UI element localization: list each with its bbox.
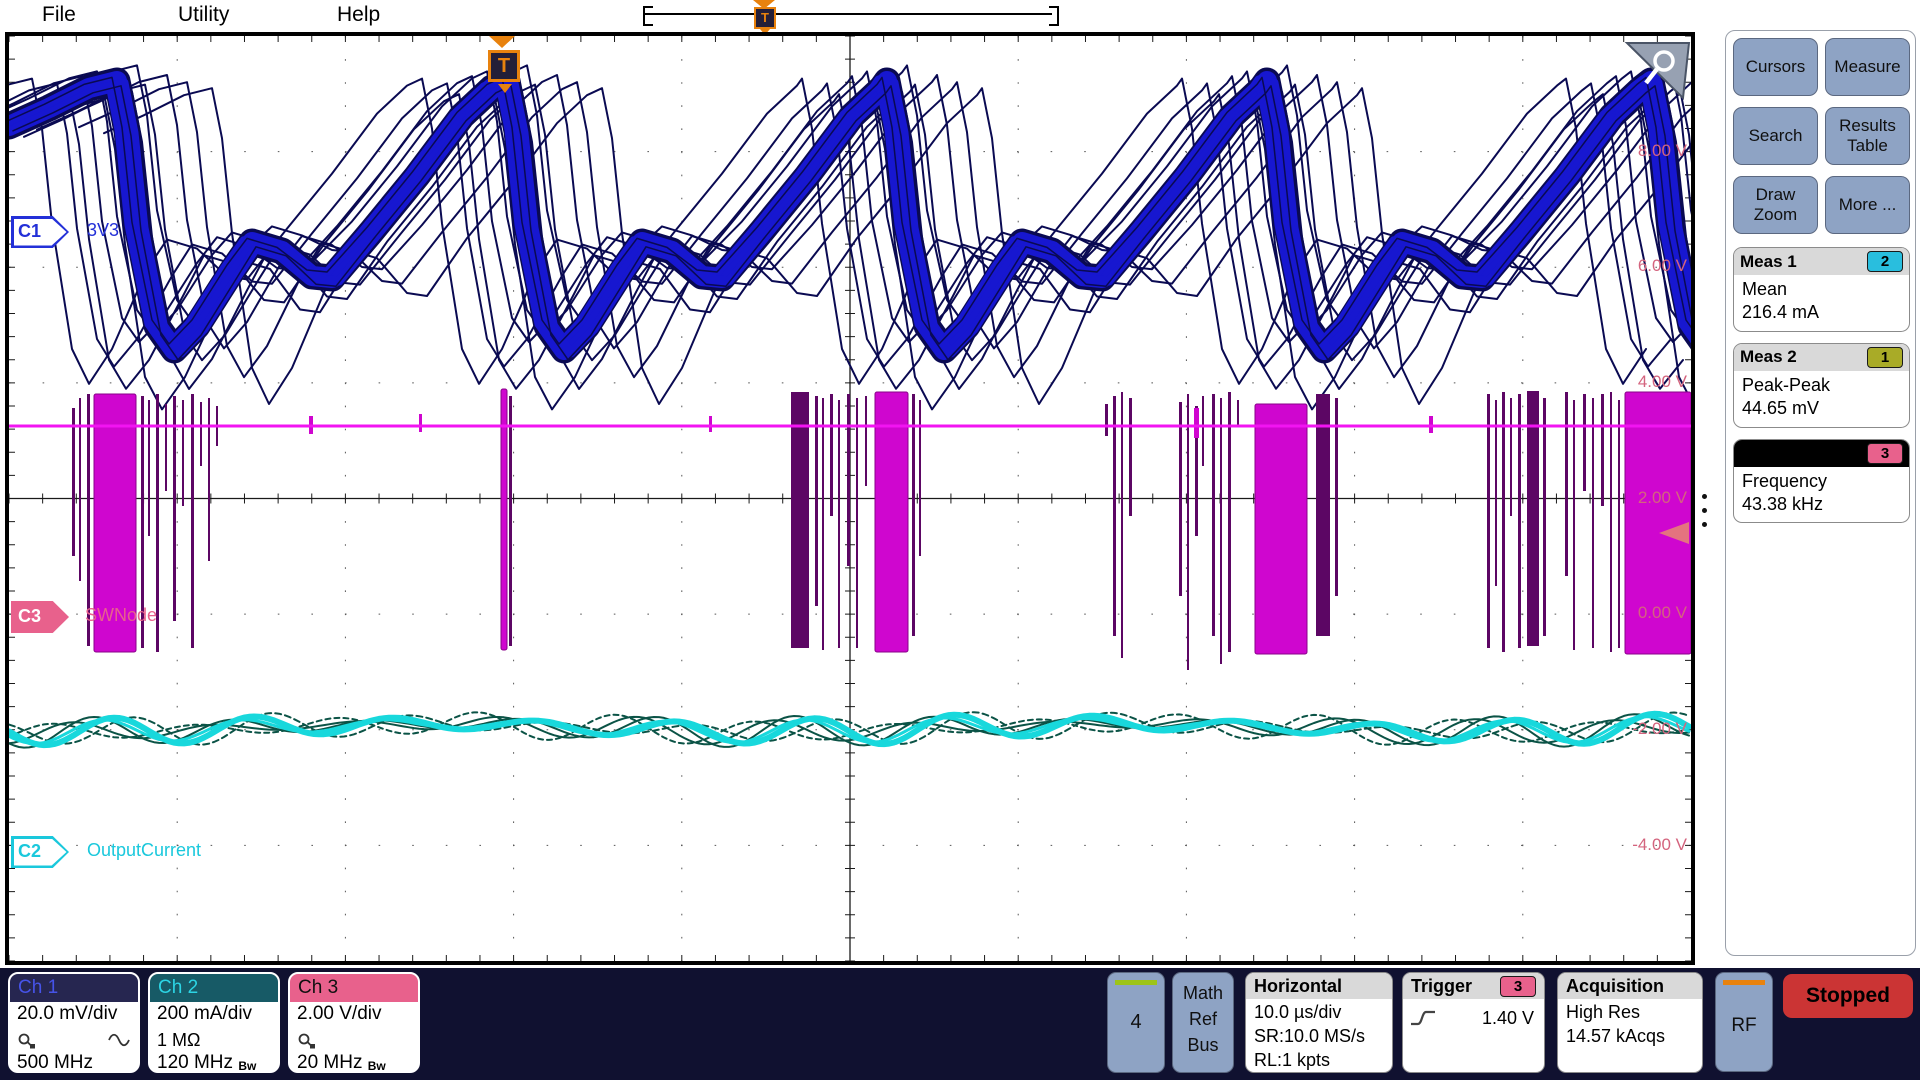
waveform-label-3v3: 3V3: [87, 220, 120, 240]
meas1-title: Meas 1: [1740, 251, 1797, 271]
timeline-trigger-marker[interactable]: T: [754, 7, 776, 29]
axis-label-8v: 8.00 V: [1637, 141, 1687, 160]
channel-tag-c3[interactable]: C3: [11, 601, 69, 633]
run-stop-status-button[interactable]: Stopped: [1783, 974, 1913, 1018]
meas1-source-badge: 2: [1867, 251, 1903, 272]
trigger-level: 1.40 V: [1481, 1007, 1534, 1028]
cursors-button[interactable]: Cursors: [1733, 38, 1818, 96]
channel2-bandwidth: 120 MHz: [157, 1052, 234, 1073]
math-ref-bus-button[interactable]: Math Ref Bus: [1172, 972, 1234, 1073]
channel3-bw-limit-icon: Bw: [367, 1059, 386, 1073]
channel1-scale: 20.0 mV/div: [17, 1003, 118, 1024]
horizontal-scale: 10.0 µs/div: [1254, 1002, 1342, 1022]
rf-button[interactable]: RF: [1715, 972, 1773, 1072]
channel4-color-line: [1115, 980, 1157, 985]
timeline-left-bracket: [643, 6, 653, 26]
channel3-label: Ch 3: [290, 974, 418, 1002]
trigger-position-arrow-icon[interactable]: [489, 36, 515, 48]
acquisition-timeline: [645, 13, 1052, 15]
results-table-button[interactable]: Results Table: [1825, 107, 1910, 165]
axis-label-6v: 6.00 V: [1637, 256, 1687, 275]
axis-label-n2v: -2.00 V: [1632, 719, 1687, 738]
measurement-card-1[interactable]: Meas 1 2 Mean 216.4 mA: [1733, 247, 1910, 332]
menu-file[interactable]: File: [42, 3, 76, 26]
channel3-scale: 2.00 V/div: [297, 1003, 382, 1024]
meas3-source-badge: 3: [1867, 442, 1903, 464]
search-button[interactable]: Search: [1733, 107, 1818, 165]
channel2-impedance: 1 MΩ: [157, 1029, 201, 1050]
meas1-type: Mean: [1742, 279, 1788, 299]
waveform-label-outputcurrent: OutputCurrent: [87, 840, 202, 860]
axis-label-2v: 2.00 V: [1637, 488, 1687, 507]
draw-zoom-button[interactable]: Draw Zoom: [1733, 176, 1818, 234]
waveform-display[interactable]: 8.00 V 6.00 V 4.00 V 2.00 V 0.00 V -2.00…: [5, 32, 1695, 965]
waveform-svg: [9, 36, 1691, 961]
channel1-bandwidth: 500 MHz: [17, 1052, 94, 1073]
menu-bar: File Utility Help T: [0, 0, 1920, 35]
meas3-value: 43.38 kHz: [1742, 493, 1824, 514]
channel-tag-c2[interactable]: C2: [11, 836, 69, 868]
add-channel4-button[interactable]: 4: [1107, 972, 1165, 1073]
probe-icon: [18, 1033, 35, 1048]
trigger-title: Trigger: [1411, 976, 1473, 996]
ac-sine-icon: [108, 1033, 130, 1047]
waveform-label-swnode: SWNode: [85, 605, 158, 625]
probe-icon: [298, 1033, 315, 1048]
right-panel: Cursors Measure Search Results Table Dra…: [1725, 30, 1916, 956]
timeline-trigger-arrow-icon[interactable]: [753, 0, 775, 9]
axis-label-n4v: -4.00 V: [1632, 835, 1687, 854]
channel2-scale: 200 mA/div: [157, 1003, 253, 1024]
meas1-value: 216.4 mA: [1742, 302, 1820, 323]
measure-button[interactable]: Measure: [1825, 38, 1910, 96]
rf-color-line: [1723, 980, 1765, 985]
horizontal-sample-rate: SR:10.0 MS/s: [1254, 1025, 1366, 1046]
measurement-card-3[interactable]: 3 Frequency 43.38 kHz: [1733, 438, 1910, 524]
bottom-bar: Ch 1 20.0 mV/div 500 MHz Ch 2 200 mA/div…: [0, 968, 1920, 1080]
acquisition-count: 14.57 kAcqs: [1566, 1025, 1666, 1046]
menu-utility[interactable]: Utility: [178, 3, 230, 26]
channel1-label: Ch 1: [10, 974, 138, 1002]
meas2-title: Meas 2: [1740, 347, 1797, 367]
trigger-level-arrow-icon[interactable]: [1659, 522, 1689, 544]
channel2-label: Ch 2: [150, 974, 278, 1002]
channel1-badge[interactable]: Ch 1 20.0 mV/div 500 MHz: [8, 972, 140, 1073]
menu-help[interactable]: Help: [337, 3, 381, 26]
trigger-position-marker[interactable]: T: [488, 50, 520, 82]
panel-drag-handle[interactable]: [1702, 494, 1710, 536]
axis-label-4v: 4.00 V: [1637, 372, 1687, 391]
trigger-panel[interactable]: Trigger 3 1.40 V: [1402, 972, 1545, 1073]
meas3-type: Frequency: [1742, 470, 1828, 491]
meas2-type: Peak-Peak: [1742, 374, 1831, 395]
meas2-source-badge: 1: [1867, 346, 1903, 368]
horizontal-panel[interactable]: Horizontal 10.0 µs/div SR:10.0 MS/s RL:1…: [1245, 972, 1393, 1073]
acquisition-title: Acquisition: [1566, 976, 1664, 996]
channel2-badge[interactable]: Ch 2 200 mA/div 1 MΩ 120 MHz Bw: [148, 972, 280, 1073]
acquisition-panel[interactable]: Acquisition High Res 14.57 kAcqs: [1557, 972, 1703, 1073]
rising-edge-icon: [1411, 1010, 1435, 1026]
trigger-source-badge: 3: [1500, 976, 1536, 997]
channel3-badge[interactable]: Ch 3 2.00 V/div 20 MHz Bw: [288, 972, 420, 1073]
axis-label-0v: 0.00 V: [1637, 603, 1687, 622]
magnifier-icon: [1653, 50, 1675, 72]
measurement-card-2[interactable]: Meas 2 1 Peak-Peak 44.65 mV: [1733, 342, 1910, 428]
meas2-value: 44.65 mV: [1742, 398, 1820, 419]
horizontal-title: Horizontal: [1254, 976, 1342, 996]
horizontal-record-len: RL:1 kpts: [1254, 1049, 1331, 1070]
channel-tag-c1[interactable]: C1: [11, 216, 69, 248]
timeline-right-bracket: [1049, 6, 1059, 26]
acquisition-mode: High Res: [1566, 1002, 1641, 1022]
channel3-bandwidth: 20 MHz: [297, 1052, 363, 1073]
more-button[interactable]: More ...: [1825, 176, 1910, 234]
trigger-position-tail-icon: [498, 84, 512, 93]
channel2-bw-limit-icon: Bw: [238, 1059, 257, 1073]
magnifier-handle-icon: [1644, 67, 1659, 85]
